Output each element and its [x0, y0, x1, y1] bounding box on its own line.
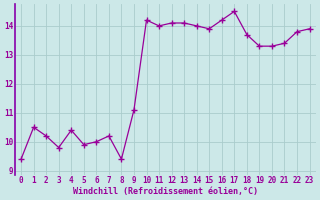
- X-axis label: Windchill (Refroidissement éolien,°C): Windchill (Refroidissement éolien,°C): [73, 187, 258, 196]
